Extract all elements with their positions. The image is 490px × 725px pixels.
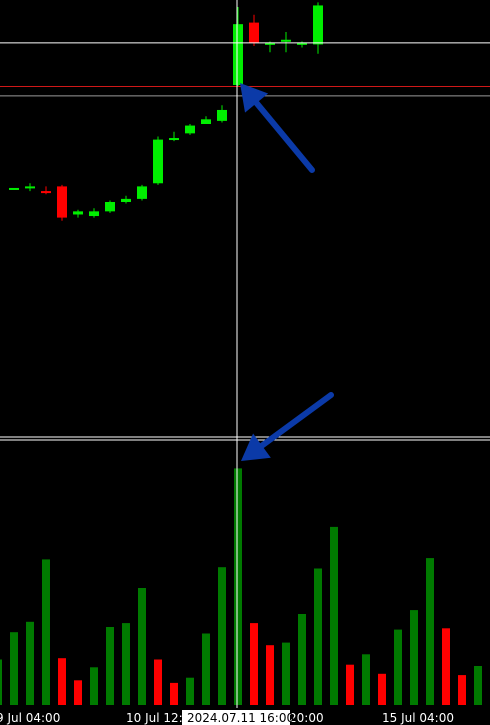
arrow-to-candle [240, 83, 315, 173]
volume-bar [410, 610, 418, 705]
candle-body [137, 186, 147, 199]
volume-bar [378, 673, 386, 705]
volume-bar [122, 623, 130, 705]
candle-body [105, 202, 115, 212]
time-label-2: 10 Jul 12:00 [126, 711, 198, 725]
candle-body [201, 119, 211, 124]
candle[interactable] [89, 208, 99, 218]
candle-body [265, 42, 275, 45]
candle-body [185, 125, 195, 134]
candle[interactable] [313, 2, 323, 54]
volume-bar [186, 677, 194, 705]
volume-bar [250, 623, 258, 705]
candle[interactable] [153, 136, 163, 185]
candle[interactable] [185, 124, 195, 135]
candle-body [169, 138, 179, 141]
crosshair-date-label: 2024.07.11 16:00 [187, 711, 294, 725]
volume-bar [314, 568, 322, 705]
candle-body [233, 24, 243, 85]
volume-bar [154, 659, 162, 705]
candle-body [41, 191, 51, 194]
arrow-to-volume [241, 392, 334, 461]
volume-bar [298, 614, 306, 705]
volume-bar [234, 468, 242, 705]
volume-bar [138, 588, 146, 705]
candle[interactable] [201, 116, 211, 124]
volume-bar [58, 658, 66, 705]
volume-bar [170, 682, 178, 705]
volume-bar [458, 675, 466, 705]
volume-bar [202, 633, 210, 705]
volume-bar [330, 526, 338, 705]
volume-bar [26, 621, 34, 705]
candle-body [73, 211, 83, 215]
candle[interactable] [169, 131, 179, 142]
volume-bar [106, 627, 114, 705]
candle-body [57, 186, 67, 218]
candle-body [313, 5, 323, 45]
time-axis: 9 Jul 04:00 10 Jul 12:00 20:00 15 Jul 04… [0, 710, 454, 725]
candle-body [153, 139, 163, 184]
candle-body [297, 42, 307, 45]
volume-bar [474, 666, 482, 705]
candle[interactable] [281, 31, 291, 53]
volume-bar [218, 567, 226, 705]
volume-bar [74, 680, 82, 705]
candle[interactable] [137, 184, 147, 201]
volume-bar [90, 667, 98, 705]
candle[interactable] [25, 183, 35, 192]
volume-bar [266, 645, 274, 705]
candle[interactable] [297, 41, 307, 48]
time-label-4: 15 Jul 04:00 [382, 711, 454, 725]
candle[interactable] [41, 186, 51, 195]
volume-bar [442, 628, 450, 705]
volume-bar [10, 632, 18, 705]
crosshair [0, 0, 490, 708]
candle-body [89, 211, 99, 217]
candle[interactable] [249, 14, 259, 46]
candle-body [249, 22, 259, 43]
candle-body [281, 39, 291, 42]
volume-bar [42, 559, 50, 705]
volume-bar [0, 659, 2, 705]
candle-body [9, 187, 19, 190]
candle[interactable] [73, 209, 83, 218]
volume-bar [394, 629, 402, 705]
volume-bar [426, 558, 434, 705]
candle[interactable] [233, 7, 243, 87]
volume-bar [346, 664, 354, 705]
candle[interactable] [217, 105, 227, 123]
time-label-1: 9 Jul 04:00 [0, 711, 60, 725]
volume-bar [282, 642, 290, 705]
volume-pane[interactable] [0, 468, 482, 705]
annotation-arrows [240, 83, 334, 461]
price-pane[interactable] [9, 0, 483, 221]
candle[interactable] [57, 184, 67, 221]
time-label-3: 20:00 [289, 711, 324, 725]
candle-body [121, 198, 131, 202]
candle-body [25, 186, 35, 189]
candle[interactable] [105, 200, 115, 213]
candle-body [217, 109, 227, 121]
crosshair-date-badge [182, 710, 290, 725]
volume-bar [362, 654, 370, 705]
candle[interactable] [121, 195, 131, 204]
candle[interactable] [9, 187, 19, 190]
